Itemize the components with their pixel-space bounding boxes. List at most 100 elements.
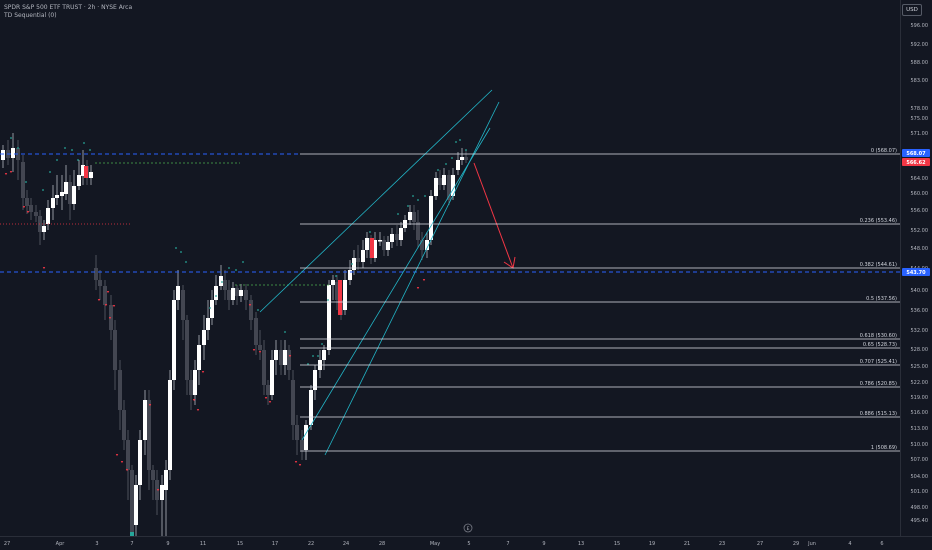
td-sell-count: [4, 173, 8, 176]
candle: [313, 365, 317, 400]
candle: [72, 170, 76, 210]
td-sell-count: [422, 279, 426, 282]
candle: [34, 205, 38, 222]
candle: [118, 360, 122, 430]
candle: [11, 133, 15, 172]
td-sell-count: [252, 349, 256, 352]
time-tick-label: 22: [308, 541, 314, 547]
projection-arrow: [473, 162, 514, 269]
candle: [235, 285, 239, 305]
td-buy-count: [77, 159, 79, 161]
candle: [356, 245, 360, 270]
indicator-title[interactable]: TD Sequential (0): [4, 12, 57, 19]
time-tick-label: 27: [4, 541, 10, 547]
td-buy-count: [83, 142, 85, 144]
td-sell-count: [22, 206, 26, 209]
td-sell-count: [115, 454, 119, 457]
time-tick-label: May: [430, 541, 440, 547]
td-sell-count: [112, 305, 116, 308]
candle: [361, 240, 365, 268]
td-sell-count: [148, 404, 152, 407]
candle: [300, 430, 304, 460]
currency-label[interactable]: USD: [902, 4, 922, 16]
time-tick-label: 21: [684, 541, 690, 547]
time-tick-label: 13: [578, 541, 584, 547]
candle-teal: [130, 532, 134, 536]
price-tick-label: 552.00: [911, 228, 929, 234]
candle: [126, 430, 130, 500]
price-tick-label: 504.00: [911, 474, 929, 480]
time-axis[interactable]: 27 Apr 3 7 9 11 15 17 22 24 28 May 5 7 9 13 15 19 21 23 27 29…: [0, 536, 932, 548]
svg-text:568.07: 568.07: [906, 151, 926, 157]
td-buy-count: [209, 307, 211, 309]
candle: [365, 232, 369, 258]
candle: [378, 232, 382, 246]
time-tick-label: 9: [542, 541, 545, 547]
price-tag: 566.62: [902, 158, 930, 166]
candle: [274, 340, 278, 375]
time-tick-label: 5: [467, 541, 470, 547]
candle: [304, 420, 308, 460]
td-sell-count: [258, 351, 262, 354]
price-tick-label: 501.00: [911, 489, 929, 495]
candle: [442, 168, 446, 190]
candle: [447, 170, 451, 205]
fib-level-label: 0.5 (537.56): [866, 296, 897, 302]
candle: [295, 415, 299, 455]
candle: [21, 155, 25, 210]
td-buy-count: [257, 309, 259, 311]
candle: [412, 205, 416, 230]
channel-line-1: [259, 89, 493, 313]
symbol-title[interactable]: SPDR S&P 500 ETF TRUST · 2h · NYSE Arca: [4, 4, 133, 11]
candle: [103, 280, 107, 320]
candle: [425, 232, 429, 258]
td-buy-count: [312, 355, 314, 357]
price-tick-label: 560.00: [911, 191, 929, 197]
candle: [373, 232, 377, 262]
time-tick-label: 28: [379, 541, 385, 547]
candle: [416, 210, 420, 248]
fib-level-label: 0.382 (544.61): [860, 262, 897, 268]
td-buy-count: [180, 251, 182, 253]
td-buy-count: [465, 149, 467, 151]
td-sell-count: [125, 469, 129, 472]
td-sell-count: [106, 291, 110, 294]
time-tick-label: 3: [95, 541, 98, 547]
candle: [143, 390, 147, 455]
td-buy-count: [71, 149, 73, 151]
td-buy-count: [25, 181, 27, 183]
candle: [25, 190, 29, 214]
td-sell-count: [201, 371, 205, 374]
time-tick-label: Jun: [807, 541, 816, 547]
time-tick-label: 7: [130, 541, 133, 547]
fib-level-label: 0.65 (528.73): [863, 342, 897, 348]
td-buy-count: [412, 195, 414, 197]
td-buy-count: [284, 331, 286, 333]
candle: [210, 290, 214, 325]
fibonacci-retracement[interactable]: 0 (568.07) 0.236 (553.46) 0.382 (544.61) 0.…: [300, 148, 900, 452]
price-tick-label: 495.40: [911, 518, 929, 524]
price-axis[interactable]: 596.00 592.00 588.00 583.00 578.00 575.00 571.…: [900, 0, 929, 536]
candle: [206, 300, 210, 340]
candle: [408, 205, 412, 225]
candle: [331, 275, 335, 300]
price-tick-label: 556.00: [911, 208, 929, 214]
price-tick-label: 513.00: [911, 426, 929, 432]
candle: [64, 165, 68, 200]
time-tick-label: 15: [237, 541, 243, 547]
price-tick-label: 548.00: [911, 246, 929, 252]
candle: [386, 236, 390, 256]
time-tick-label: 23: [719, 541, 725, 547]
candle: [456, 152, 460, 175]
td-buy-count: [49, 171, 51, 173]
td-buy-count: [307, 363, 309, 365]
price-tags: 568.07 566.62 543.70: [902, 149, 930, 276]
earnings-circle-icon[interactable]: E: [463, 523, 473, 533]
candle: [352, 250, 356, 275]
candle: [197, 335, 201, 385]
price-tick-label: 532.00: [911, 328, 929, 334]
candle: [109, 295, 113, 340]
candle: [164, 460, 168, 536]
time-tick-label: 15: [614, 541, 620, 547]
